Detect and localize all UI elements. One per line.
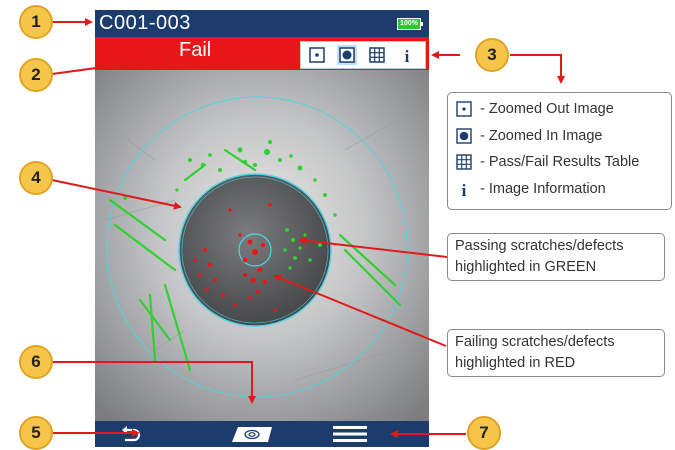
zoomed-in-icon [456,128,472,144]
callout-4: 4 [19,161,53,195]
info-icon: i [462,181,467,197]
callout-2: 2 [19,58,53,92]
table-icon[interactable] [367,45,387,65]
callout-6: 6 [19,345,53,379]
zoomed-out-icon[interactable] [307,45,327,65]
result-bar: Fail i [95,37,429,70]
view-toolbar: i [300,41,426,69]
device-screen: C001-003 100% Fail i [95,10,429,447]
passing-note-line-1: Passing scratches/defects [455,238,624,254]
passing-note: Passing scratches/defects highlighted in… [447,233,665,281]
status-bar: C001-003 100% [95,10,429,37]
callout-1: 1 [19,5,53,39]
legend-label: - Image Information [480,181,606,197]
svg-text:i: i [462,181,467,197]
callout-7: 7 [467,416,501,450]
legend-label: - Zoomed Out Image [480,101,614,117]
legend-label: - Zoomed In Image [480,128,603,144]
svg-text:i: i [405,47,410,65]
failing-note-line-1: Failing scratches/defects [455,334,615,350]
fiber-id-label: C001-003 [99,12,191,34]
legend-label: - Pass/Fail Results Table [480,154,640,170]
passing-note-line-2: highlighted in GREEN [455,259,597,275]
bottom-bar [95,421,429,447]
hamburger-icon[interactable] [333,425,367,443]
result-status-label: Fail [179,39,212,61]
callout-5: 5 [19,416,53,450]
table-icon [456,154,472,170]
icon-legend: - Zoomed Out Image - Zoomed In Image - P… [447,92,672,210]
callout-3: 3 [475,38,509,72]
fiber-image-icon[interactable] [228,423,278,445]
info-icon[interactable]: i [397,45,417,65]
failing-note: Failing scratches/defects highlighted in… [447,329,665,377]
failing-note-line-2: highlighted in RED [455,355,576,371]
passing-defects-dots [123,140,337,217]
battery-icon: 100% [397,18,423,30]
fiber-endface-image [95,70,429,423]
zoomed-in-icon[interactable] [337,45,357,65]
zoomed-out-icon [456,101,472,117]
undo-arrow-icon[interactable] [119,424,141,444]
